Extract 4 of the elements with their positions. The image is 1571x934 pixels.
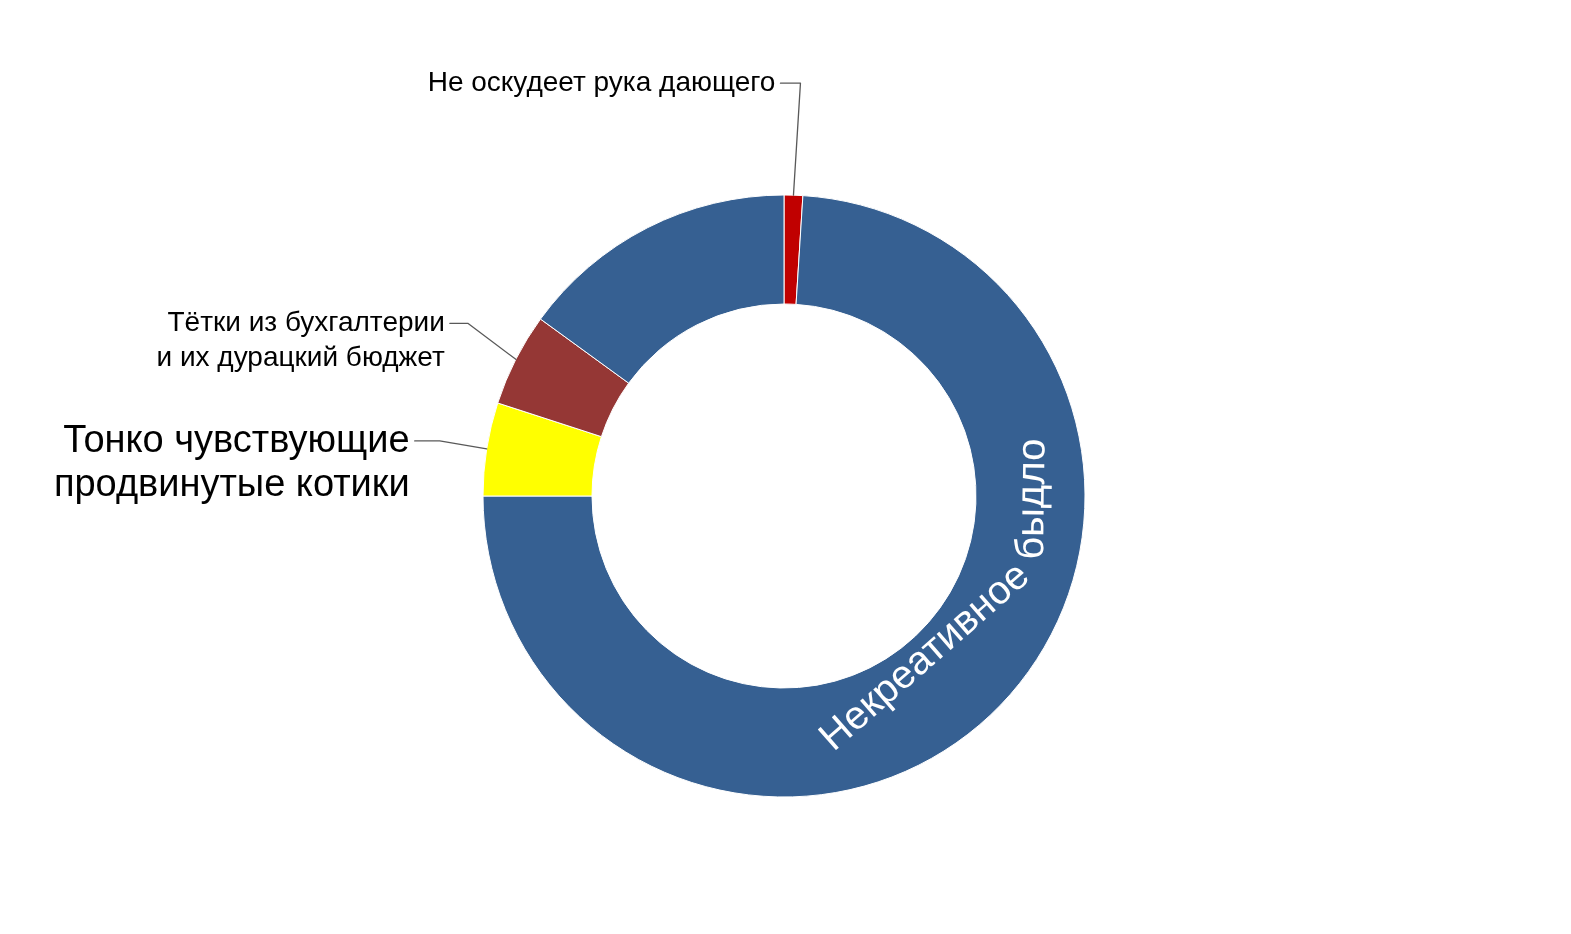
- slice-label: Тонко чувствующие продвинутые котики: [53, 417, 410, 504]
- slice-label: Тётки из бухгалтерии и их дурацкий бюджет: [156, 306, 445, 373]
- slice-label: Не оскудеет рука дающего: [427, 66, 776, 98]
- donut-slice: [482, 195, 1086, 798]
